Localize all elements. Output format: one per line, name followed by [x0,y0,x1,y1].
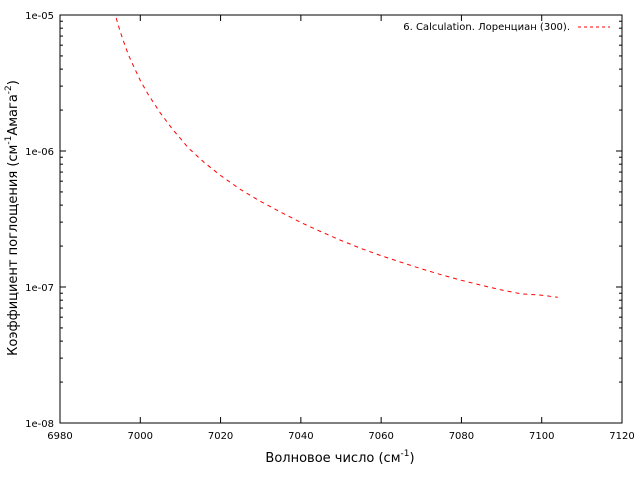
y-axis-title-part2: Амага [6,94,21,135]
y-tick-label: 1e-05 [25,11,54,22]
y-axis-title-sup2: -2 [4,85,14,94]
x-tick-label: 7080 [449,431,474,442]
y-axis-title-part1: Коэффициент поглощения (см [6,145,21,356]
y-tick-label: 1e-06 [25,147,54,158]
x-tick-label: 7000 [128,431,153,442]
x-tick-label: 7020 [208,431,233,442]
x-tick-label: 7100 [529,431,554,442]
x-tick-label: 7040 [288,431,313,442]
x-axis-title-sup: -1 [401,449,410,459]
plot-frame [59,14,623,424]
legend-label: 6. Calculation. Лоренциан (300). [403,22,570,33]
x-tick-label: 7120 [609,431,634,442]
y-axis-title-sup1: -1 [4,136,14,145]
x-axis-title: Волновое число (см-1) [265,449,414,466]
x-axis-title-tail: ) [409,451,414,466]
y-tick-label: 1e-07 [25,283,54,294]
y-axis-title: Коэффициент поглощения (см-1Амага-2) [4,80,21,356]
x-tick-label: 6980 [47,431,72,442]
x-axis: 6980 7000 7020 7040 7060 7080 7100 7120 [47,15,635,442]
x-tick-label: 7060 [368,431,393,442]
y-tick-label: 1e-08 [25,419,54,430]
legend: 6. Calculation. Лоренциан (300). [403,22,610,33]
y-axis-title-part3: ) [6,80,21,85]
y-axis: 1e-08 1e-07 1e-06 1e-05 [25,11,622,430]
x-axis-title-main: Волновое число (см [265,451,400,466]
